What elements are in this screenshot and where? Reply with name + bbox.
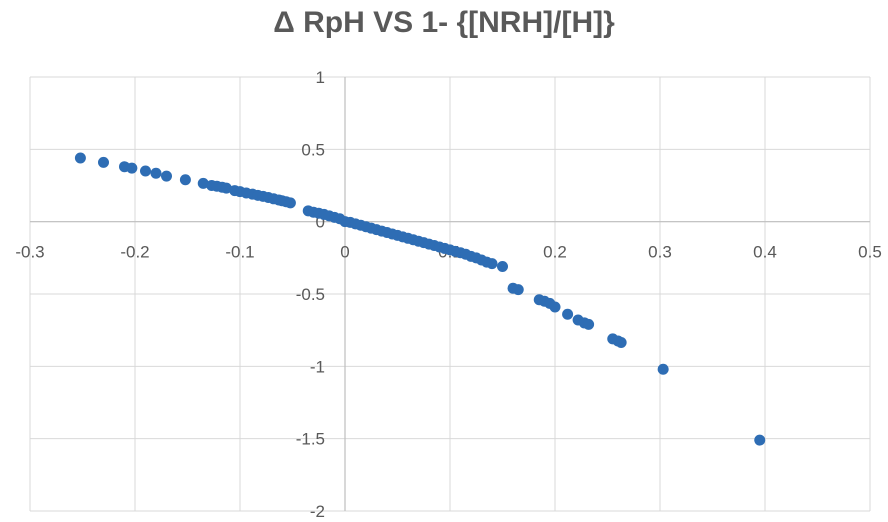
- data-point: [486, 258, 498, 270]
- x-tick-label: -0.3: [15, 243, 44, 262]
- data-point: [140, 165, 151, 177]
- chart-title: Δ RpH VS 1- {[NRH]/[H]}: [273, 6, 615, 39]
- data-point: [512, 284, 524, 296]
- tick-labels: -0.3-0.2-0.100.10.20.30.40.5-2-1.5-1-0.5…: [15, 68, 881, 521]
- grid: [29, 76, 871, 512]
- data-point: [562, 308, 574, 320]
- data-point: [497, 261, 508, 273]
- data-point: [754, 434, 766, 446]
- data-point: [615, 336, 627, 348]
- data-point: [150, 167, 162, 179]
- x-tick-label: 0.2: [543, 243, 567, 262]
- y-tick-label: 0: [316, 213, 325, 232]
- data-point: [197, 177, 209, 189]
- axes: [30, 77, 870, 511]
- data-point: [126, 162, 138, 174]
- x-tick-label: 0.4: [753, 243, 777, 262]
- y-tick-label: -1: [310, 357, 325, 376]
- data-point: [583, 318, 595, 330]
- data-points: [74, 152, 766, 446]
- y-tick-label: 1: [316, 68, 325, 87]
- data-point: [657, 363, 669, 375]
- y-tick-label: -1.5: [296, 430, 325, 449]
- data-point: [74, 152, 86, 164]
- x-tick-label: -0.2: [120, 243, 149, 262]
- y-tick-label: 0.5: [301, 140, 325, 159]
- data-point: [220, 182, 232, 194]
- data-point: [549, 301, 561, 313]
- data-point: [179, 174, 191, 186]
- x-tick-label: -0.1: [225, 243, 254, 262]
- data-point: [161, 170, 172, 182]
- data-point: [98, 156, 109, 168]
- y-tick-label: -2: [310, 502, 325, 521]
- x-tick-label: 0.5: [858, 243, 882, 262]
- data-point: [284, 197, 296, 209]
- x-tick-label: 0: [340, 243, 349, 262]
- x-tick-label: 0.3: [648, 243, 672, 262]
- y-tick-label: -0.5: [296, 285, 325, 304]
